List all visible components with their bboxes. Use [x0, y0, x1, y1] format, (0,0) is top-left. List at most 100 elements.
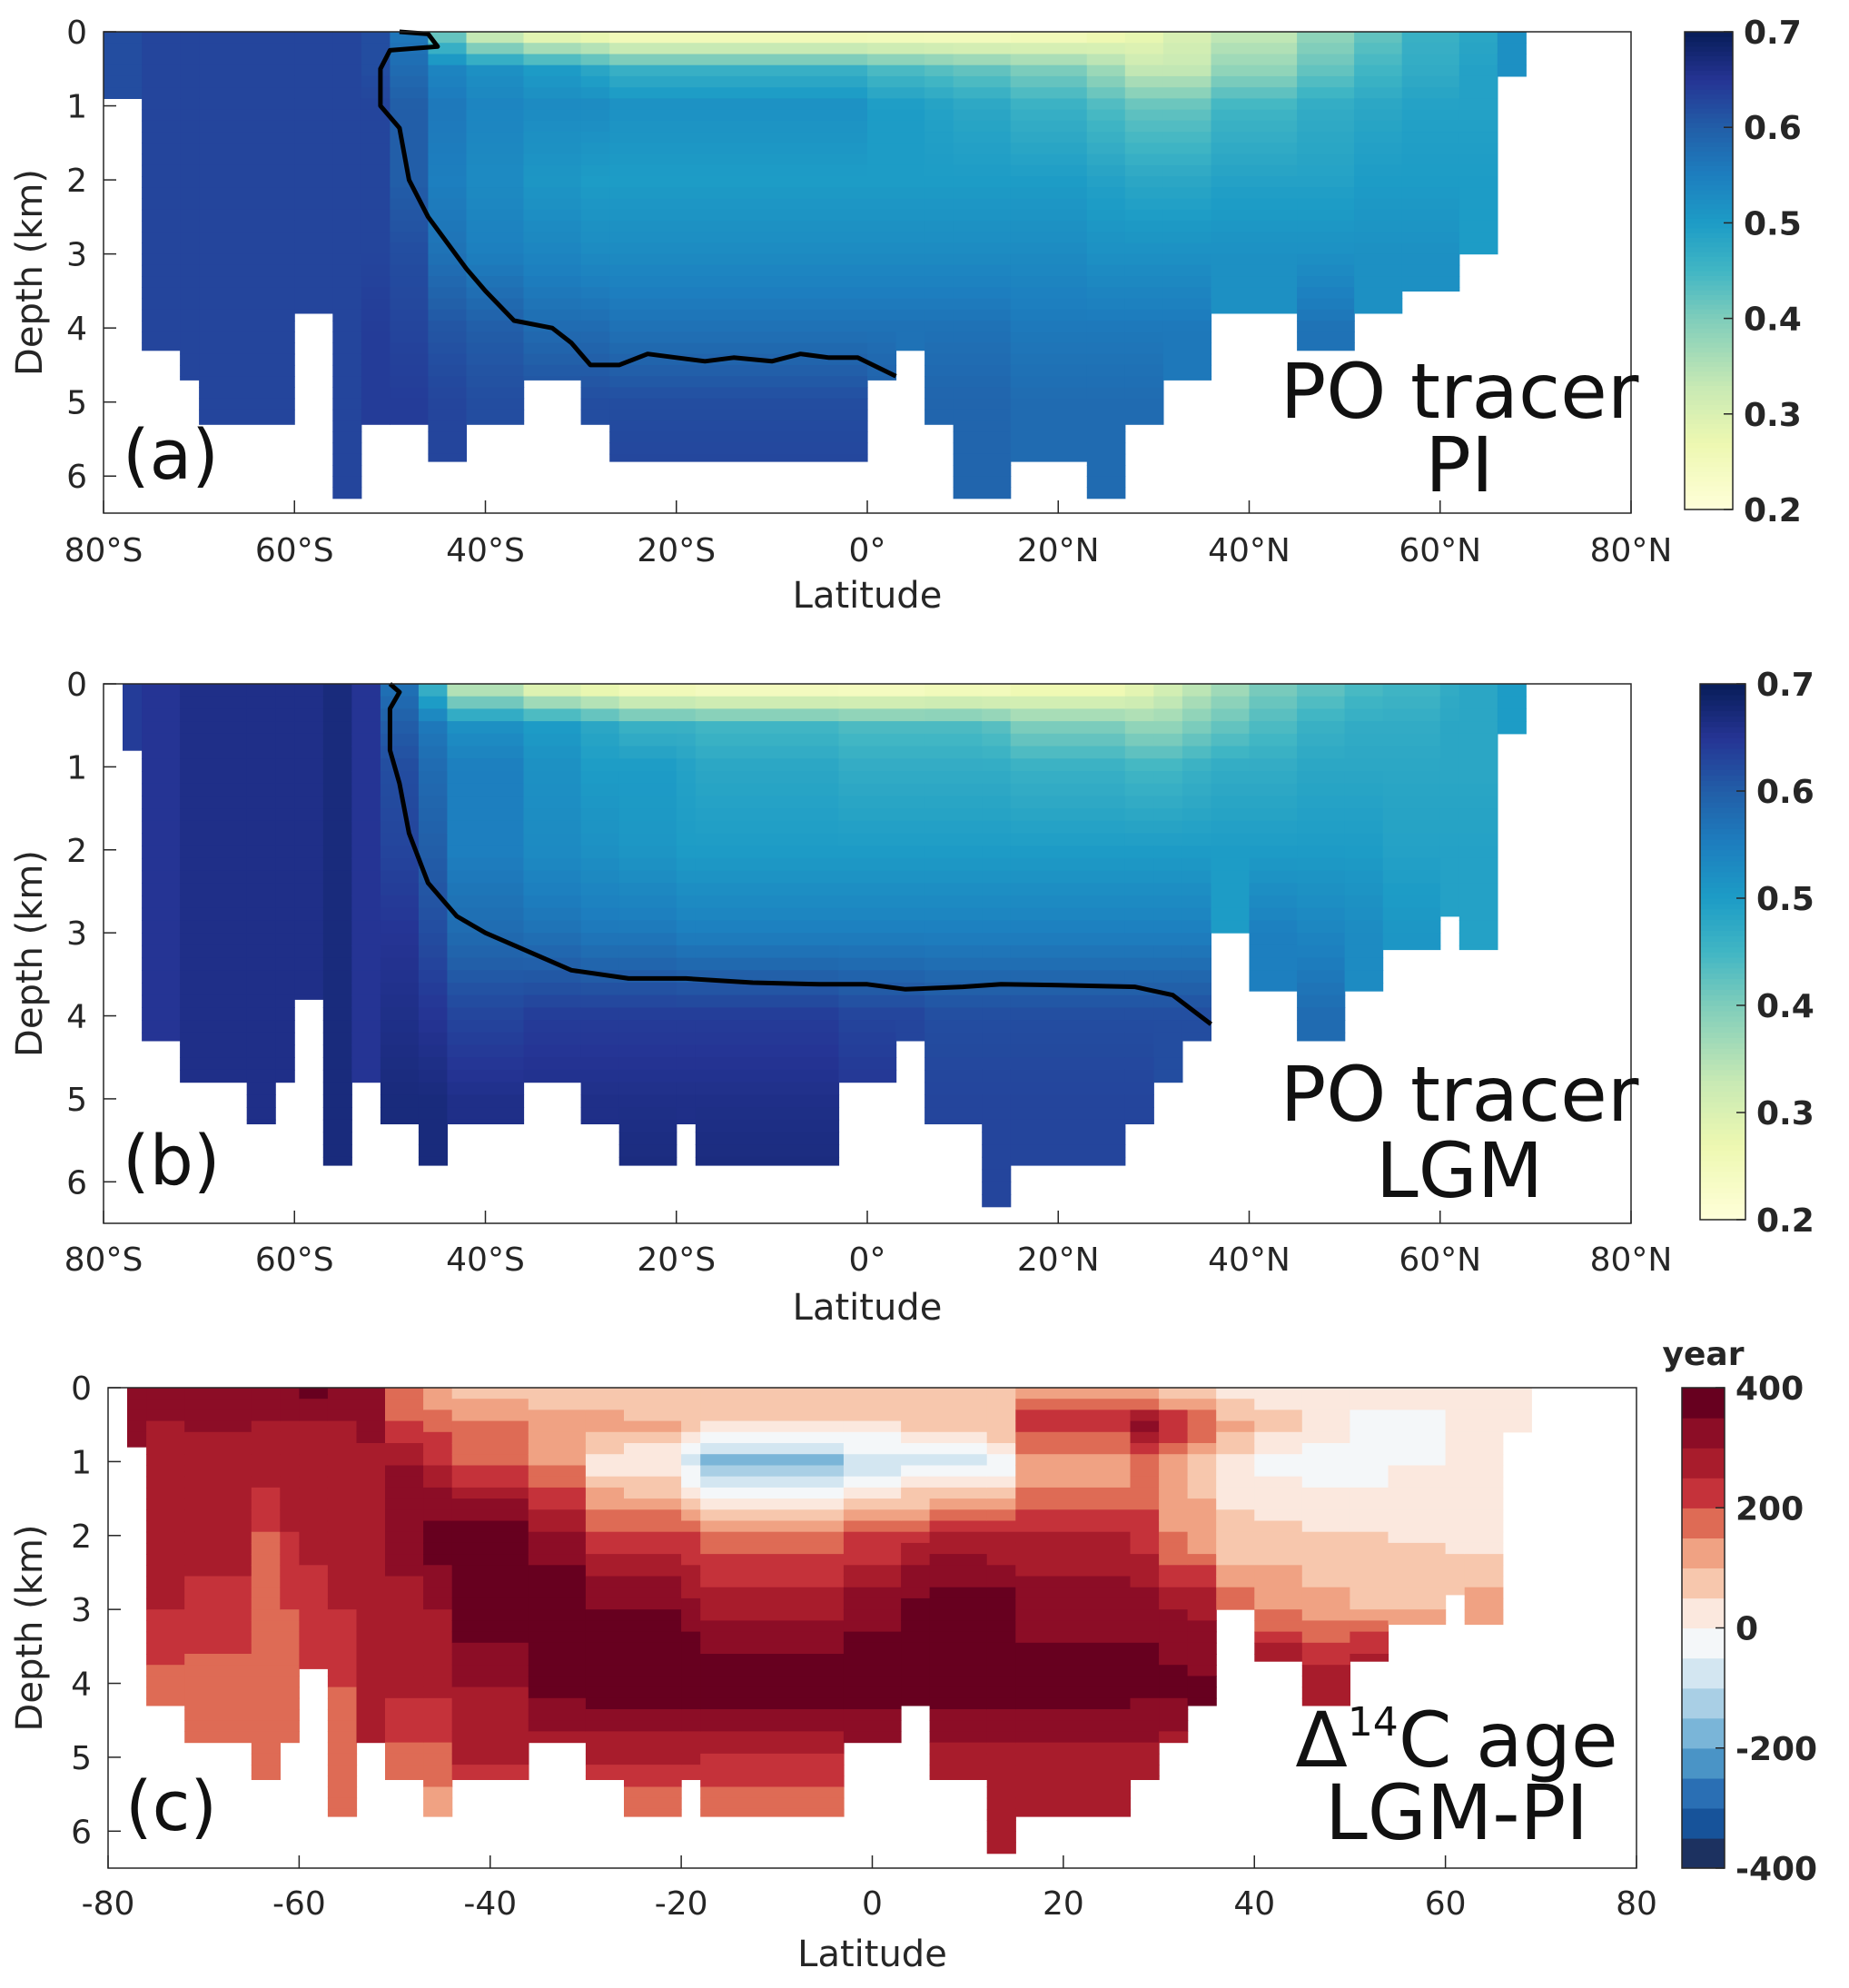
heatmap-cell	[609, 253, 868, 266]
heatmap-cell	[332, 331, 362, 343]
heatmap-cell	[924, 276, 954, 288]
heatmap-cell	[1344, 983, 1384, 992]
heatmap-cell	[380, 1032, 420, 1046]
heatmap-cell	[184, 1609, 252, 1621]
heatmap-cell	[351, 907, 381, 921]
heatmap-cell	[1502, 1388, 1532, 1400]
heatmap-cell	[1159, 1531, 1189, 1544]
heatmap-cell	[146, 1620, 185, 1633]
heatmap-cell	[1010, 1020, 1126, 1034]
colorbar: 0.70.60.50.40.30.2	[1699, 667, 1814, 1240]
heatmap-cell	[1086, 276, 1126, 288]
heatmap-cell	[1010, 220, 1088, 232]
heatmap-cell	[1445, 1388, 1466, 1400]
heatmap-cell	[332, 64, 362, 77]
y-tick-label: 3	[66, 237, 87, 274]
panel-label: (a)	[123, 414, 219, 495]
heatmap-cell	[1182, 796, 1211, 809]
heatmap-cell	[700, 1476, 845, 1489]
heatmap-cell	[1187, 1476, 1217, 1489]
heatmap-cell	[385, 1709, 424, 1721]
heatmap-cell	[1297, 176, 1355, 188]
colorbar-swatch	[1700, 769, 1745, 776]
colorbar-swatch	[1685, 394, 1733, 401]
heatmap-cell	[1458, 857, 1498, 872]
heatmap-cell	[146, 1576, 185, 1588]
heatmap-cell	[423, 1565, 453, 1578]
heatmap-cell	[380, 721, 420, 735]
heatmap-cell	[624, 1609, 682, 1621]
heatmap-cell	[142, 970, 181, 984]
heatmap-cell	[843, 1520, 902, 1533]
heatmap-cell	[867, 43, 897, 54]
x-tick-label: 40°N	[1208, 532, 1290, 569]
heatmap-cell	[585, 1742, 625, 1755]
heatmap-cell	[1182, 907, 1211, 921]
heatmap-cell	[1297, 331, 1355, 343]
heatmap-cell	[1211, 209, 1298, 222]
heatmap-cell	[1211, 164, 1298, 177]
heatmap-cell	[327, 1465, 358, 1478]
heatmap-cell	[1254, 1399, 1303, 1410]
colorbar-swatch	[1700, 855, 1745, 862]
heatmap-cell	[624, 1720, 682, 1732]
heatmap-cell	[466, 342, 525, 355]
heatmap-cell	[676, 783, 697, 796]
colorbar-swatch	[1685, 432, 1733, 439]
y-tick-label: 6	[66, 459, 87, 496]
heatmap-cell	[1297, 220, 1355, 232]
heatmap-cell	[838, 1044, 897, 1058]
heatmap-cell	[924, 1094, 983, 1108]
heatmap-cell	[280, 1531, 300, 1544]
heatmap-cell	[1344, 733, 1384, 747]
heatmap-cell	[624, 1676, 682, 1688]
heatmap-cell	[327, 1753, 358, 1765]
heatmap-cell	[327, 1676, 358, 1688]
heatmap-cell	[1010, 758, 1126, 772]
heatmap-cell	[700, 1487, 845, 1499]
heatmap-cell	[322, 1044, 352, 1058]
heatmap-cell	[423, 1597, 453, 1610]
heatmap-cell	[838, 945, 897, 959]
heatmap-cell	[700, 1742, 845, 1755]
heatmap-cell	[1015, 1597, 1132, 1610]
heatmap-cell	[1010, 1069, 1126, 1083]
heatmap-cell	[275, 970, 295, 984]
heatmap-cell	[1010, 994, 1126, 1008]
heatmap-cell	[327, 1531, 358, 1544]
heatmap-cell	[385, 1697, 424, 1710]
heatmap-cell	[1382, 758, 1441, 772]
heatmap-cell	[1086, 353, 1126, 366]
heatmap-cell	[199, 153, 295, 166]
heatmap-cell	[1124, 409, 1164, 421]
heatmap-cell	[838, 1057, 897, 1071]
heatmap-cell	[451, 1554, 529, 1566]
heatmap-cell	[1124, 387, 1164, 400]
heatmap-cell	[1153, 1044, 1183, 1058]
heatmap-cell	[1159, 1431, 1189, 1444]
colorbar-tick-label: 0.2	[1756, 1202, 1814, 1240]
heatmap-cell	[1015, 1697, 1132, 1710]
heatmap-cell	[142, 98, 181, 111]
heatmap-cell	[1124, 870, 1154, 884]
heatmap-cell	[624, 1498, 682, 1510]
heatmap-cell	[1401, 164, 1460, 177]
heatmap-cell	[1344, 808, 1384, 822]
heatmap-cell	[624, 1709, 682, 1721]
heatmap-cell	[1254, 1565, 1303, 1578]
heatmap-cell	[1162, 298, 1212, 311]
heatmap-cell	[180, 253, 200, 266]
heatmap-cell	[1211, 857, 1251, 872]
heatmap-cell	[1388, 1487, 1447, 1499]
heatmap-cell	[1439, 833, 1460, 846]
heatmap-cell	[676, 994, 697, 1008]
heatmap-cell	[1124, 309, 1164, 321]
heatmap-cell	[466, 109, 525, 122]
colorbar-swatch	[1682, 1717, 1725, 1749]
heatmap-cell	[275, 696, 295, 709]
heatmap-cell	[1464, 1454, 1504, 1466]
heatmap-cell	[1187, 1409, 1217, 1422]
heatmap-cell	[428, 54, 467, 66]
y-tick-label: 4	[71, 1667, 92, 1704]
colorbar-swatch	[1700, 786, 1745, 792]
